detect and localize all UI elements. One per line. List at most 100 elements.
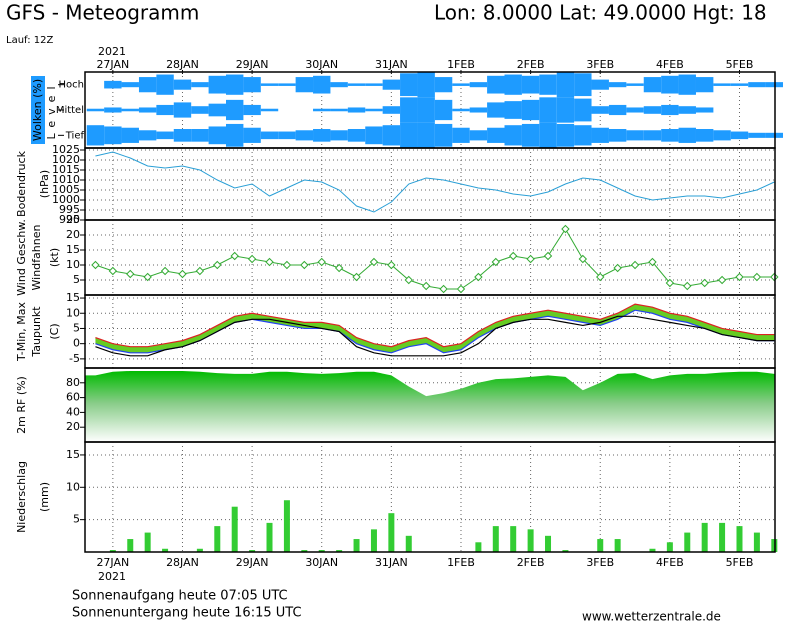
cloud-cell xyxy=(661,75,679,94)
cloud-cell xyxy=(469,130,488,141)
bar xyxy=(597,539,604,552)
cloud-cell xyxy=(713,130,731,141)
panel xyxy=(85,368,775,442)
site: www.wetterzentrale.de xyxy=(582,610,721,624)
y-tick-label: 0 xyxy=(73,337,80,350)
cloud-cell xyxy=(295,130,314,141)
cloud-cell xyxy=(556,72,575,98)
panel-title: Niederschlag xyxy=(15,461,28,533)
bar xyxy=(249,550,256,552)
cloud-cell xyxy=(313,129,331,142)
wind-marker xyxy=(665,278,675,288)
cloud-cell xyxy=(191,106,209,114)
wind-marker xyxy=(561,224,570,234)
wind-marker xyxy=(282,260,292,270)
wind-marker xyxy=(91,260,100,270)
cloud-cell xyxy=(347,129,366,142)
cloud-cell xyxy=(452,127,470,143)
cloud-cell xyxy=(695,77,714,93)
cloud-cell xyxy=(626,107,644,113)
cloud-cell xyxy=(417,97,435,123)
bar xyxy=(353,539,360,552)
cloud-cell xyxy=(382,125,401,146)
wind-marker xyxy=(334,263,344,273)
y-tick-label: 5 xyxy=(73,273,80,286)
bar xyxy=(475,542,482,552)
cloud-cell xyxy=(748,132,766,138)
cloud-cell xyxy=(452,83,470,86)
cloud-cell xyxy=(365,108,383,112)
y-axis-label: (hPa) xyxy=(38,170,51,198)
panel-title: Wolken (%) xyxy=(31,79,44,141)
y-tick-label: 20 xyxy=(66,228,80,241)
cloud-cell xyxy=(330,130,348,141)
cloud-cell xyxy=(400,97,418,123)
wind-marker xyxy=(700,278,709,288)
cloud-cell xyxy=(243,77,261,93)
x-tick-label: 4FEB xyxy=(656,58,684,71)
cloud-cell xyxy=(121,82,139,88)
cloud-cell xyxy=(556,97,575,123)
title: GFS - Meteogramm xyxy=(6,1,199,25)
cloud-cell xyxy=(574,73,592,97)
bar xyxy=(719,522,726,552)
bar xyxy=(266,522,273,552)
series-line xyxy=(95,315,775,357)
bar xyxy=(162,548,169,552)
cloud-cell xyxy=(695,129,714,142)
y-tick-label: 25 xyxy=(66,213,80,226)
panel-title: Wind Geschw. xyxy=(15,219,28,296)
cloud-cell xyxy=(347,107,366,113)
cloud-cell xyxy=(225,123,244,147)
cloud-cell xyxy=(417,122,435,148)
cloud-cell xyxy=(661,129,679,142)
bar xyxy=(701,522,708,552)
x-tick-label: 4FEB xyxy=(656,556,684,569)
run: Lauf: 12Z xyxy=(6,35,53,46)
cloud-cell xyxy=(225,99,244,121)
cloud-cell xyxy=(208,126,226,145)
wind-marker xyxy=(613,263,622,273)
cloud-cell xyxy=(417,72,435,98)
bar xyxy=(527,529,534,552)
cloud-cell xyxy=(713,83,731,86)
bar xyxy=(753,532,760,552)
panel-subtitle: Level xyxy=(45,80,58,139)
temp-range-fill xyxy=(95,304,775,353)
cloud-cell xyxy=(86,108,105,112)
y-tick-label: 995 xyxy=(59,203,80,216)
y-tick-label: 1020 xyxy=(52,153,80,166)
cloud-cell xyxy=(313,75,331,94)
cloud-cell xyxy=(330,108,348,112)
x-tick-label: 5FEB xyxy=(726,58,754,71)
cloud-cell xyxy=(487,75,505,94)
panel-title: 2m RF (%) xyxy=(15,376,28,434)
x-tick-label: 28JAN xyxy=(166,556,199,569)
cloud-cell xyxy=(191,82,209,88)
y-tick-label: 1015 xyxy=(52,163,80,176)
cloud-cell xyxy=(278,131,296,140)
x-tick-label: 3FEB xyxy=(586,556,614,569)
panel-title: Bodendruck xyxy=(15,150,28,217)
bar xyxy=(336,550,343,552)
cloud-cell xyxy=(382,106,401,114)
y-axis-label: (C) xyxy=(48,323,61,339)
cloud-cell xyxy=(521,75,540,94)
wind-marker xyxy=(491,257,501,267)
wind-marker xyxy=(526,254,535,264)
y-tick-label: 1000 xyxy=(52,193,80,206)
cloud-cell xyxy=(730,83,749,86)
cloud-cell xyxy=(452,108,470,112)
cloud-cell xyxy=(469,82,488,88)
x-tick-label: 27JAN xyxy=(96,58,129,71)
cloud-cell xyxy=(138,77,157,93)
y-tick-label: 5 xyxy=(73,513,80,526)
bar xyxy=(649,548,656,552)
wind-marker xyxy=(369,257,379,267)
y-tick-label: 10 xyxy=(66,480,80,493)
cloud-cell xyxy=(260,108,279,112)
bar xyxy=(492,526,499,552)
x-tick-label: 29JAN xyxy=(236,556,269,569)
location: Lon: 8.0000 Lat: 49.0000 Hgt: 18 xyxy=(434,1,767,25)
x-tick-label: 28JAN xyxy=(166,58,199,71)
